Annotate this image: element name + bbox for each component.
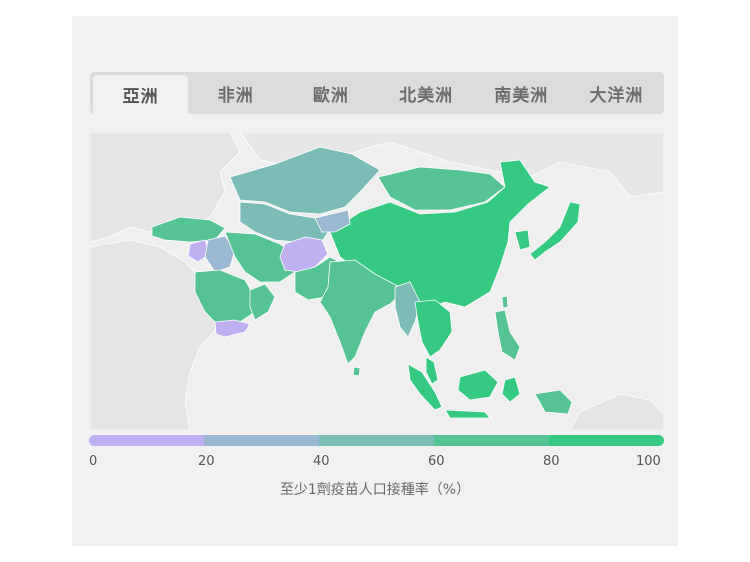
scale-segment [319, 435, 434, 446]
region-sulawesi[interactable] [501, 376, 521, 403]
region-borneo[interactable] [457, 369, 499, 401]
region-syria-iraq[interactable] [204, 235, 236, 273]
scale-tick-label: 60 [428, 454, 445, 469]
scale-tick-label: 0 [89, 454, 98, 469]
region-sumatra[interactable] [407, 363, 443, 411]
region-japan[interactable] [529, 201, 581, 261]
tab-oceania[interactable]: 大洋洲 [589, 85, 644, 106]
tab-africa[interactable]: 非洲 [217, 85, 254, 106]
region-iraq[interactable] [187, 239, 211, 263]
scale-segment [89, 435, 204, 446]
region-iran[interactable] [224, 231, 296, 283]
region-indochina[interactable] [414, 299, 453, 358]
scale-segment [434, 435, 549, 446]
scale-segment [549, 435, 664, 446]
region-yemen[interactable] [214, 319, 251, 338]
region-korea[interactable] [514, 229, 531, 251]
scale-tick-label: 40 [313, 454, 330, 469]
region-myanmar[interactable] [394, 281, 421, 338]
map-svg [90, 132, 664, 430]
region-java[interactable] [444, 409, 491, 419]
scale-segment [204, 435, 319, 446]
scale-tick-label: 100 [636, 454, 661, 469]
region-saudi-arabia[interactable] [194, 269, 256, 328]
region-malaysia[interactable] [425, 356, 439, 385]
region-philippines[interactable] [494, 309, 521, 361]
continent-tabs: 亞洲 非洲 歐洲 北美洲 南美洲 大洋洲 [90, 72, 664, 114]
legend-title: 至少1劑疫苗人口接種率（%） [279, 482, 471, 498]
region-oman[interactable] [249, 283, 276, 321]
scale-tick-label: 80 [543, 454, 560, 469]
tab-europe[interactable]: 歐洲 [312, 85, 349, 106]
scale-tick-label: 20 [198, 454, 215, 469]
tab-south-america[interactable]: 南美洲 [494, 85, 549, 106]
tab-asia[interactable]: 亞洲 [93, 75, 189, 114]
region-kazakhstan[interactable] [229, 146, 381, 215]
color-scale-bar [89, 435, 664, 446]
region-kyrgyzstan[interactable] [314, 209, 351, 233]
region-papua[interactable] [534, 389, 573, 415]
region-mongolia[interactable] [377, 166, 506, 211]
region-taiwan[interactable] [501, 295, 509, 309]
region-india[interactable] [319, 259, 406, 365]
choropleth-map [90, 132, 664, 430]
tab-north-america[interactable]: 北美洲 [399, 85, 454, 106]
australia-land [569, 393, 664, 430]
region-sri-lanka[interactable] [352, 366, 361, 377]
